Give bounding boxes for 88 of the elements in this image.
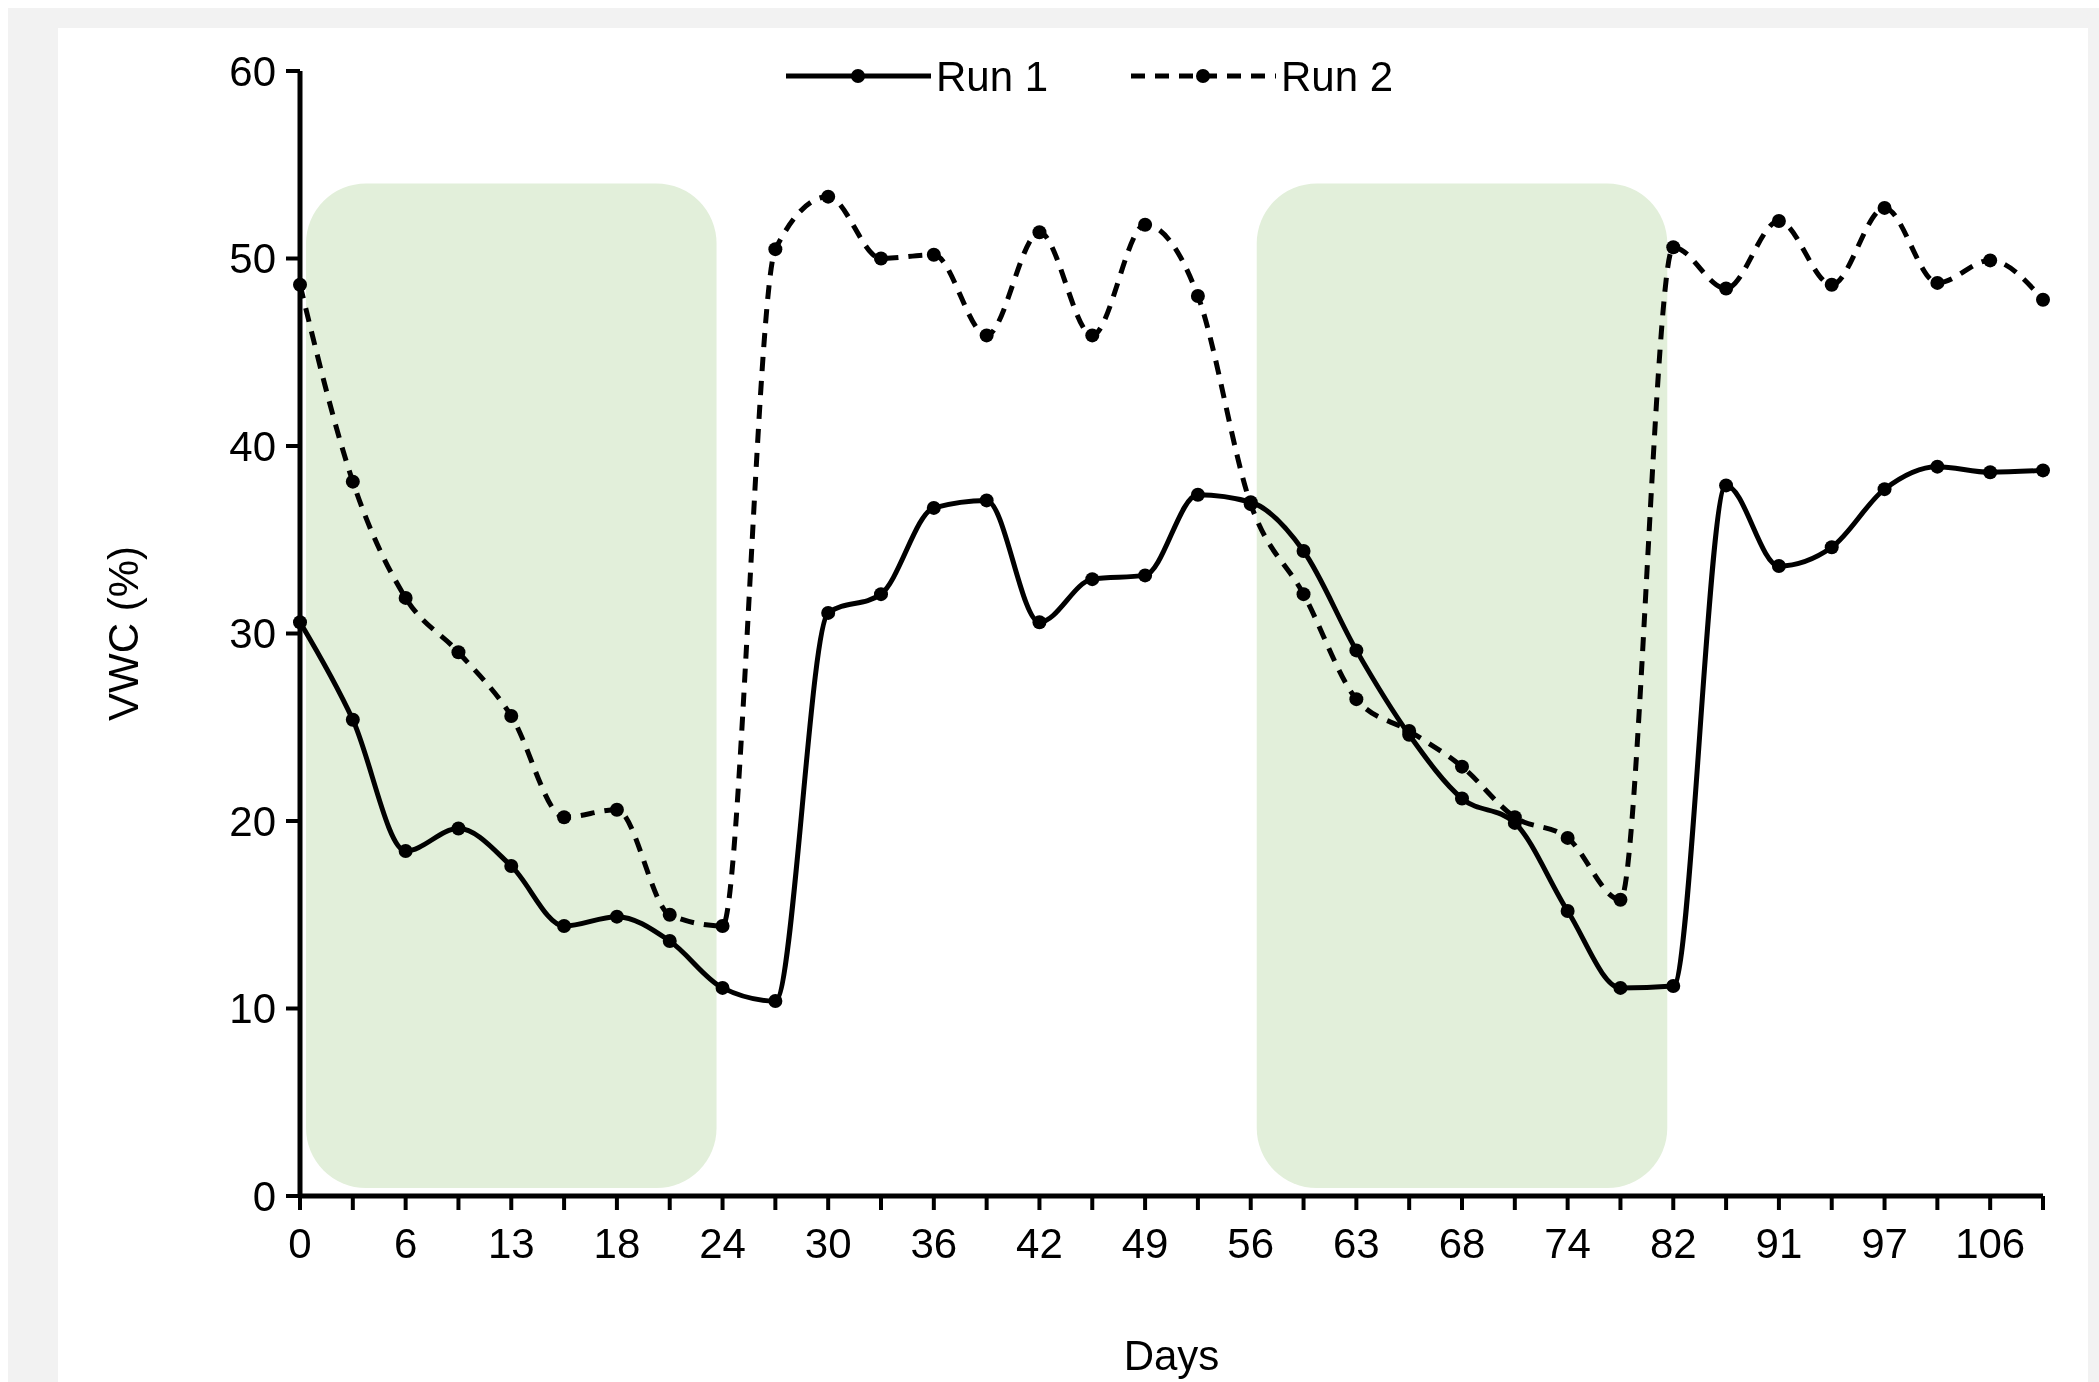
point bbox=[1824, 277, 1839, 292]
point bbox=[1983, 465, 1998, 480]
x-tick-label: 0 bbox=[288, 1220, 312, 1267]
x-tick-label: 91 bbox=[1755, 1220, 1803, 1267]
point bbox=[398, 590, 413, 605]
point bbox=[1455, 759, 1469, 774]
point bbox=[715, 980, 730, 995]
point bbox=[1771, 214, 1786, 228]
point bbox=[1560, 904, 1575, 918]
x-tick-label: 106 bbox=[1955, 1220, 2026, 1267]
point bbox=[557, 919, 572, 933]
x-tick-label: 82 bbox=[1649, 1220, 1697, 1267]
point bbox=[1719, 281, 1734, 296]
y-tick-label: 10 bbox=[229, 985, 276, 1033]
point bbox=[1296, 587, 1311, 602]
y-tick-label: 60 bbox=[229, 47, 276, 95]
y-tick-label: 0 bbox=[252, 1172, 276, 1220]
point bbox=[768, 242, 783, 257]
point bbox=[1190, 487, 1205, 502]
point bbox=[2036, 292, 2050, 307]
x-axis-title: Days bbox=[1123, 1332, 1220, 1379]
point bbox=[1930, 459, 1945, 474]
x-tick-label: 6 bbox=[393, 1220, 418, 1267]
point bbox=[1296, 544, 1311, 558]
point bbox=[1032, 225, 1047, 240]
point bbox=[1771, 559, 1786, 573]
point bbox=[345, 712, 360, 727]
x-tick-label: 68 bbox=[1438, 1220, 1486, 1267]
point bbox=[1930, 275, 1945, 290]
point bbox=[609, 909, 624, 924]
point bbox=[451, 645, 466, 660]
point bbox=[398, 844, 413, 858]
point bbox=[662, 934, 677, 948]
point bbox=[609, 802, 624, 817]
point bbox=[1085, 572, 1100, 587]
point bbox=[557, 810, 572, 825]
point bbox=[979, 493, 994, 508]
x-tick-label: 36 bbox=[910, 1220, 958, 1267]
point bbox=[1877, 200, 1892, 215]
point bbox=[821, 605, 836, 620]
x-tick-label: 63 bbox=[1333, 1220, 1380, 1267]
point bbox=[662, 907, 677, 922]
point bbox=[979, 328, 994, 343]
point bbox=[345, 474, 360, 489]
point bbox=[1190, 289, 1205, 303]
point bbox=[1032, 615, 1047, 630]
x-tick-label: 49 bbox=[1121, 1220, 1169, 1267]
point bbox=[1455, 791, 1469, 806]
x-tick-label: 42 bbox=[1016, 1220, 1063, 1267]
point bbox=[926, 247, 941, 262]
point bbox=[504, 859, 519, 873]
legend-label: Run 2 bbox=[1281, 52, 1394, 100]
x-tick-label: 13 bbox=[487, 1220, 535, 1267]
y-axis-title: VWC (%) bbox=[100, 546, 147, 721]
point bbox=[504, 709, 519, 723]
x-tick-label: 18 bbox=[593, 1220, 641, 1267]
point bbox=[1349, 692, 1364, 707]
x-tick-label: 30 bbox=[804, 1220, 852, 1267]
point bbox=[1719, 478, 1734, 493]
legend-label: Run 1 bbox=[936, 52, 1049, 100]
point bbox=[1138, 217, 1153, 232]
point bbox=[451, 821, 466, 836]
x-tick-label: 74 bbox=[1544, 1220, 1591, 1267]
x-tick-label: 24 bbox=[699, 1220, 746, 1267]
x-tick-label: 97 bbox=[1861, 1220, 1908, 1267]
point bbox=[874, 587, 888, 602]
point bbox=[1666, 979, 1681, 993]
point bbox=[715, 919, 730, 933]
point bbox=[2036, 463, 2050, 478]
y-tick-label: 30 bbox=[229, 610, 276, 658]
point bbox=[1613, 892, 1628, 907]
y-tick-label: 40 bbox=[229, 422, 276, 470]
point bbox=[1983, 253, 1998, 268]
point bbox=[821, 189, 836, 204]
y-tick-label: 20 bbox=[229, 797, 276, 845]
point bbox=[1613, 980, 1628, 995]
point bbox=[1085, 328, 1100, 343]
point bbox=[1560, 830, 1575, 845]
point bbox=[874, 251, 888, 266]
point bbox=[1138, 568, 1153, 583]
point bbox=[1824, 540, 1839, 555]
point bbox=[1349, 643, 1364, 658]
y-tick-label: 50 bbox=[229, 235, 276, 283]
point bbox=[926, 500, 941, 515]
x-tick-label: 56 bbox=[1227, 1220, 1275, 1267]
point bbox=[1877, 482, 1892, 497]
point bbox=[768, 994, 783, 1008]
point bbox=[1666, 240, 1681, 255]
